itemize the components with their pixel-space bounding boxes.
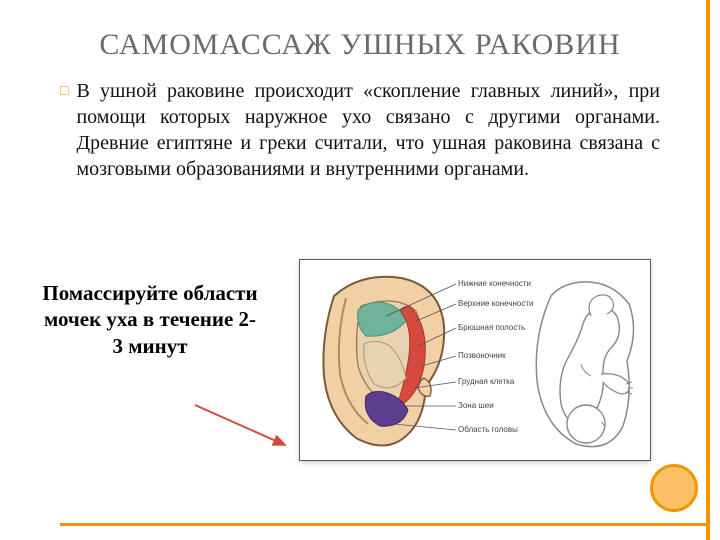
bullet-icon: □ xyxy=(60,84,68,100)
fetus-in-ear xyxy=(536,282,633,447)
body-paragraph-row: □ В ушной раковине происходит «скопление… xyxy=(60,78,660,182)
pointer-arrow xyxy=(190,400,300,465)
left-ear-illustration xyxy=(323,277,444,446)
label-neck: Зона шеи xyxy=(458,401,494,410)
label-head: Область головы xyxy=(458,425,518,434)
body-paragraph: В ушной раковине происходит «скопление г… xyxy=(76,78,660,182)
accent-circle xyxy=(650,464,698,512)
ear-diagram: Нижние конечности Верхние конечности Брю… xyxy=(300,260,650,460)
accent-bottom-bar xyxy=(60,523,706,526)
label-lower-limbs: Нижние конечности xyxy=(458,279,531,288)
label-upper-limbs: Верхние конечности xyxy=(458,299,534,308)
accent-side-bar xyxy=(706,0,710,540)
callout-text: Помассируйте области мочек уха в течение… xyxy=(40,280,260,359)
label-spine: Позвоночник xyxy=(458,351,506,360)
label-thorax: Грудная клетка xyxy=(458,377,515,386)
slide-content: САМОМАССАЖ УШНЫХ РАКОВИН □ В ушной раков… xyxy=(60,28,660,182)
page-title: САМОМАССАЖ УШНЫХ РАКОВИН xyxy=(60,28,660,62)
label-abdomen: Брюшная полость xyxy=(458,323,525,332)
